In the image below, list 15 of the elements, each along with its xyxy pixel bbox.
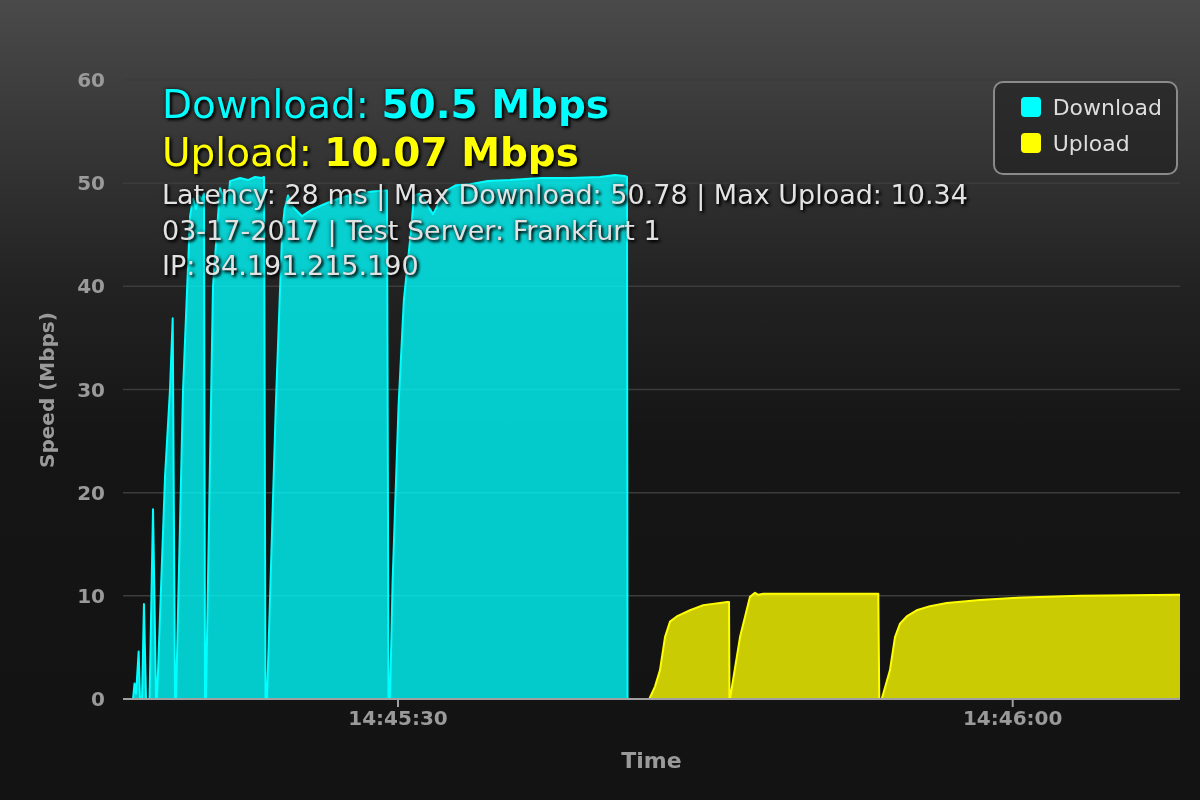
legend-label: Upload — [1052, 130, 1130, 156]
y-axis-title: Speed (Mbps) — [35, 311, 59, 468]
y-tick-label: 50 — [77, 171, 105, 196]
annotation: Upload: 10.07 Mbps — [162, 129, 579, 175]
x-tick-label: 14:45:30 — [348, 706, 448, 731]
x-tick-label: 14:46:00 — [962, 706, 1063, 731]
y-tick-label: 20 — [77, 480, 105, 505]
y-tick-label: 60 — [77, 68, 105, 93]
legend-label: Download — [1052, 94, 1162, 120]
y-tick-label: 0 — [91, 687, 105, 712]
x-axis-title: Time — [621, 747, 682, 773]
annotation: Download: 50.5 Mbps — [162, 81, 610, 127]
y-tick-label: 40 — [77, 274, 105, 299]
y-tick-label: 10 — [77, 583, 105, 608]
y-tick-label: 30 — [77, 377, 105, 402]
